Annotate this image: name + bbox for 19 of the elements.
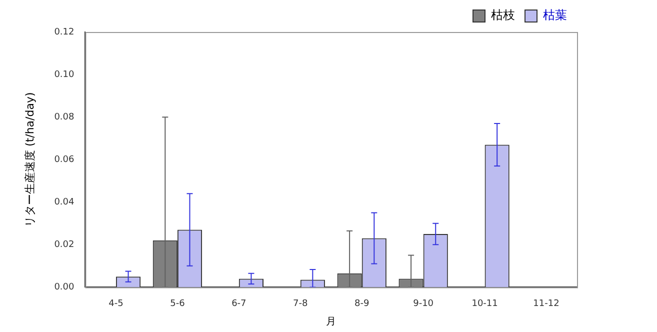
x-tick-label: 9-10 <box>413 298 434 309</box>
x-tick-label: 7-8 <box>293 298 308 309</box>
y-tick-label: 0.06 <box>54 154 75 165</box>
x-tick-label: 8-9 <box>354 298 370 309</box>
x-tick-label: 10-11 <box>472 298 498 309</box>
y-axis-title: リター生産速度 (t/ha/day) <box>23 92 36 227</box>
x-axis-title: 月 <box>326 316 336 328</box>
y-tick-label: 0.00 <box>54 282 75 293</box>
y-tick-label: 0.10 <box>54 70 75 80</box>
y-tick-label: 0.04 <box>54 197 75 208</box>
x-tick-label: 5-6 <box>170 298 186 309</box>
legend-label: 枯枝 <box>491 8 515 22</box>
x-tick-label: 11-12 <box>533 298 560 309</box>
y-tick-label: 0.08 <box>54 112 75 122</box>
legend-label: 枯葉 <box>543 8 567 22</box>
y-tick-label: 0.12 <box>54 27 74 38</box>
y-tick-label: 0.02 <box>54 240 74 250</box>
x-tick-label: 4-5 <box>108 298 124 309</box>
x-tick-label: 6-7 <box>232 298 246 309</box>
